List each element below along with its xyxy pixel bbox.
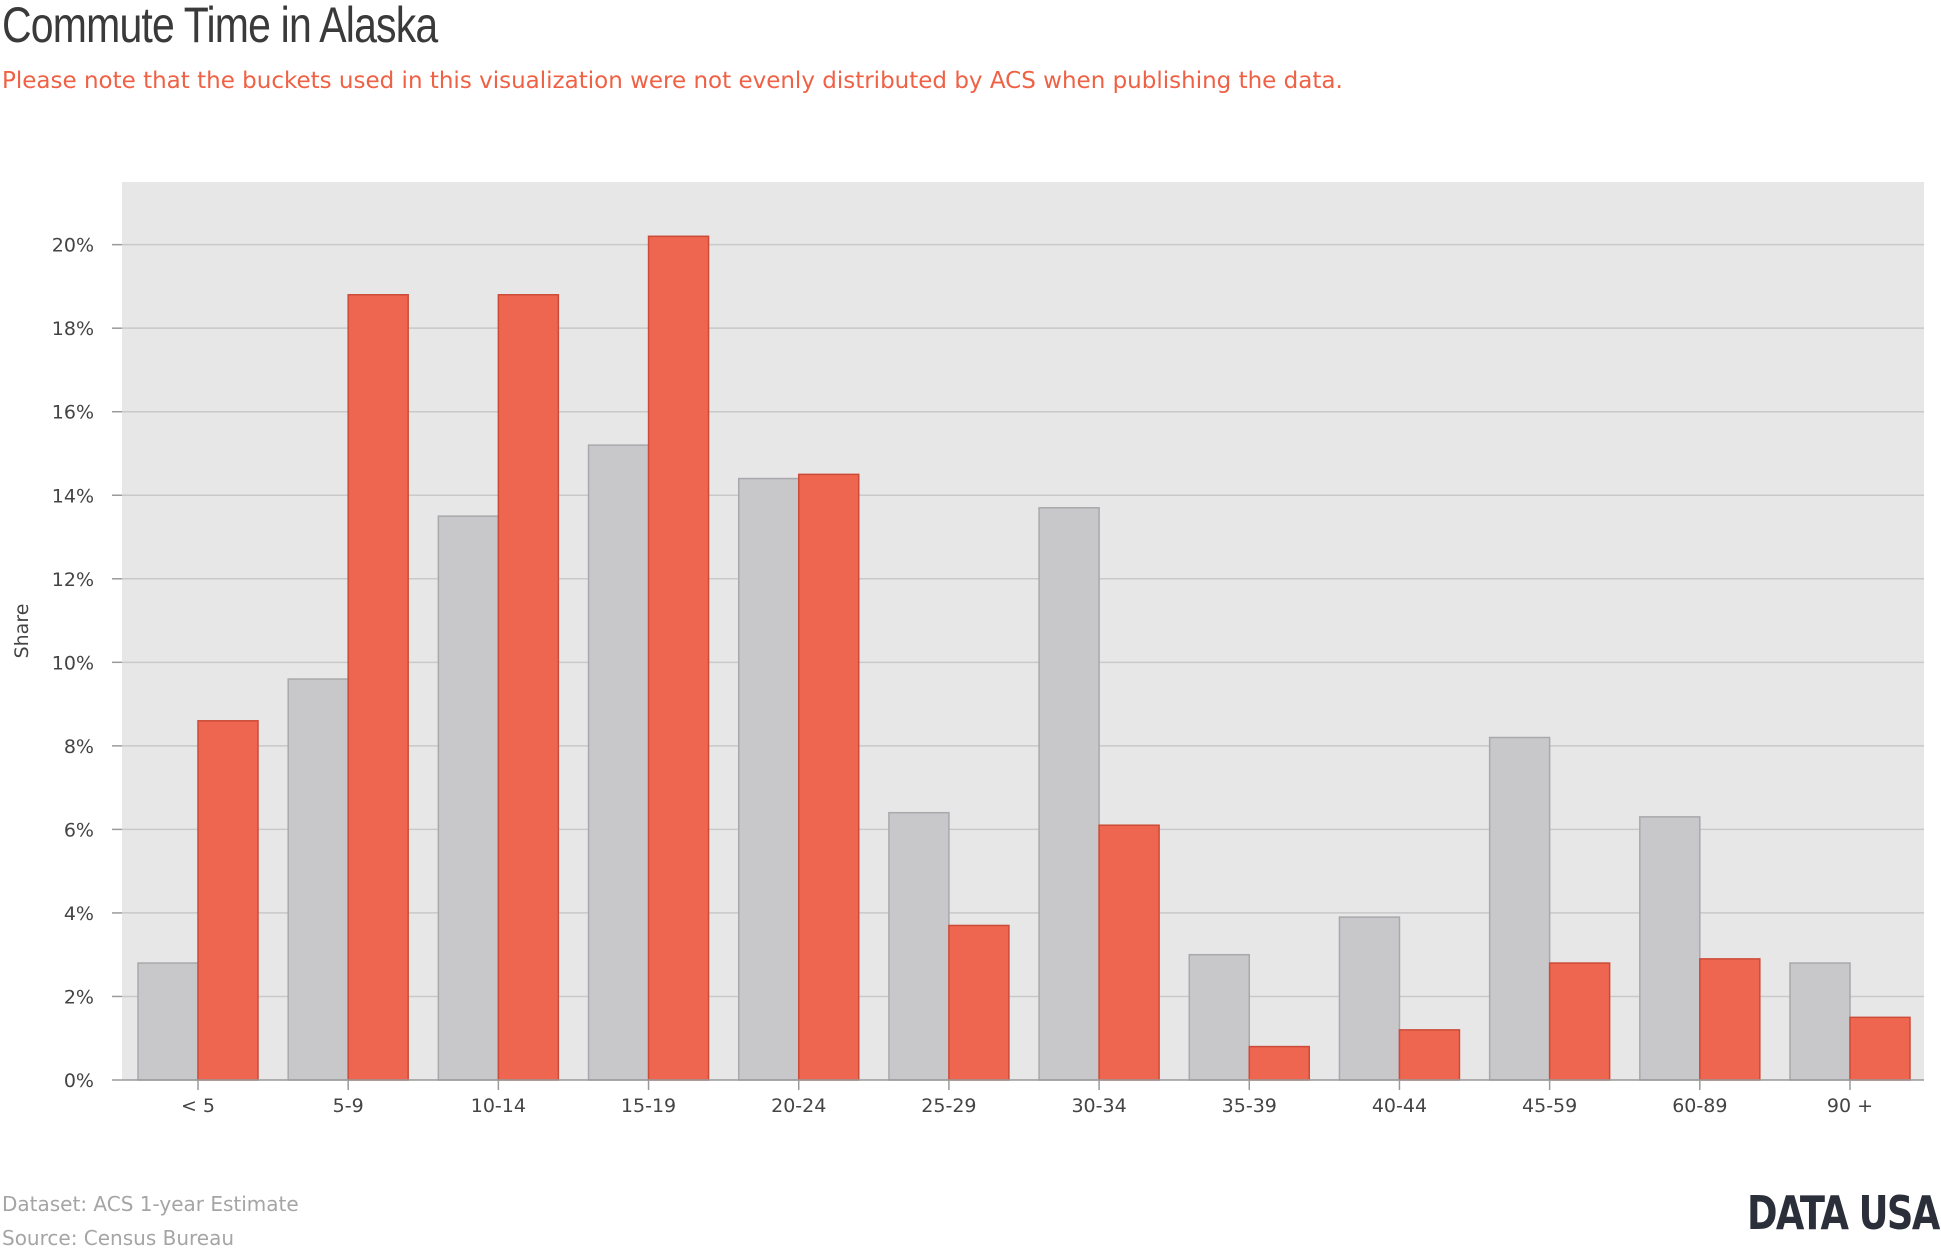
x-tick-label: 15-19 [621,1095,676,1117]
x-tick-label: 90 + [1827,1095,1873,1117]
bar-gray-0[interactable] [137,962,199,1081]
plot-background [122,182,1924,1080]
y-tick-label: 6% [64,819,94,841]
y-tick-label: 12% [52,569,94,591]
bar-red-3[interactable] [647,235,710,1081]
y-tick-label: 18% [52,318,94,340]
y-tick-label: 4% [64,903,94,925]
datausa-logo[interactable]: DATA USA [1747,1186,1940,1240]
x-tick-label: 10-14 [471,1095,526,1117]
bar-gray-5[interactable] [888,811,950,1081]
x-tick-label: 60-89 [1672,1095,1727,1117]
x-axis-ticks: < 5 5-9 10-14 15-19 20-24 25-29 30-34 35-39 40-4… [181,1080,1873,1117]
y-axis-ticks: 0% 2% 4% 6% 8% 10% 12% 14% 16% 18% 20% [52,235,122,1092]
y-tick-label: 2% [64,986,94,1008]
bars [137,235,1911,1081]
chart-subtitle: Please note that the buckets used in thi… [2,68,1343,94]
y-tick-label: 10% [52,652,94,674]
bar-red-11[interactable] [1849,1016,1911,1081]
bar-red-4[interactable] [797,473,860,1081]
y-axis-label: Share [11,604,33,659]
bar-red-9[interactable] [1548,962,1611,1081]
dataset-note: Dataset: ACS 1-year Estimate [2,1192,299,1216]
x-tick-label: 30-34 [1071,1095,1126,1117]
bar-gray-8[interactable] [1338,916,1401,1081]
bar-red-7[interactable] [1248,1045,1311,1081]
y-tick-label: 0% [64,1070,94,1092]
bar-gray-7[interactable] [1188,953,1251,1081]
bar-gray-2[interactable] [437,515,500,1081]
x-tick-label: 35-39 [1222,1095,1277,1117]
bar-red-10[interactable] [1699,958,1761,1081]
y-tick-label: 8% [64,736,94,758]
bar-red-2[interactable] [497,294,560,1081]
y-tick-label: 14% [52,485,94,507]
x-tick-label: 40-44 [1372,1095,1427,1117]
x-tick-label: 45-59 [1522,1095,1577,1117]
bar-red-6[interactable] [1098,824,1160,1081]
bar-gray-1[interactable] [287,678,349,1081]
bar-gray-6[interactable] [1038,507,1100,1081]
source-note: Source: Census Bureau [2,1226,235,1250]
gridlines [122,243,1924,998]
bar-red-1[interactable] [347,294,409,1081]
x-tick-label: 25-29 [921,1095,976,1117]
bar-red-0[interactable] [197,720,259,1081]
x-tick-label: < 5 [181,1095,215,1117]
y-tick-label: 16% [52,402,94,424]
bar-red-5[interactable] [948,924,1010,1081]
chart-title: Commute Time in Alaska [2,0,438,53]
bar-red-8[interactable] [1398,1029,1461,1081]
x-tick-label: 5-9 [333,1095,364,1117]
y-tick-label: 20% [52,235,94,257]
bar-gray-9[interactable] [1488,736,1551,1081]
bar-gray-3[interactable] [587,444,650,1081]
x-tick-label: 20-24 [771,1095,826,1117]
bar-gray-4[interactable] [737,477,800,1081]
bar-gray-10[interactable] [1639,816,1701,1081]
bar-gray-11[interactable] [1789,962,1851,1081]
